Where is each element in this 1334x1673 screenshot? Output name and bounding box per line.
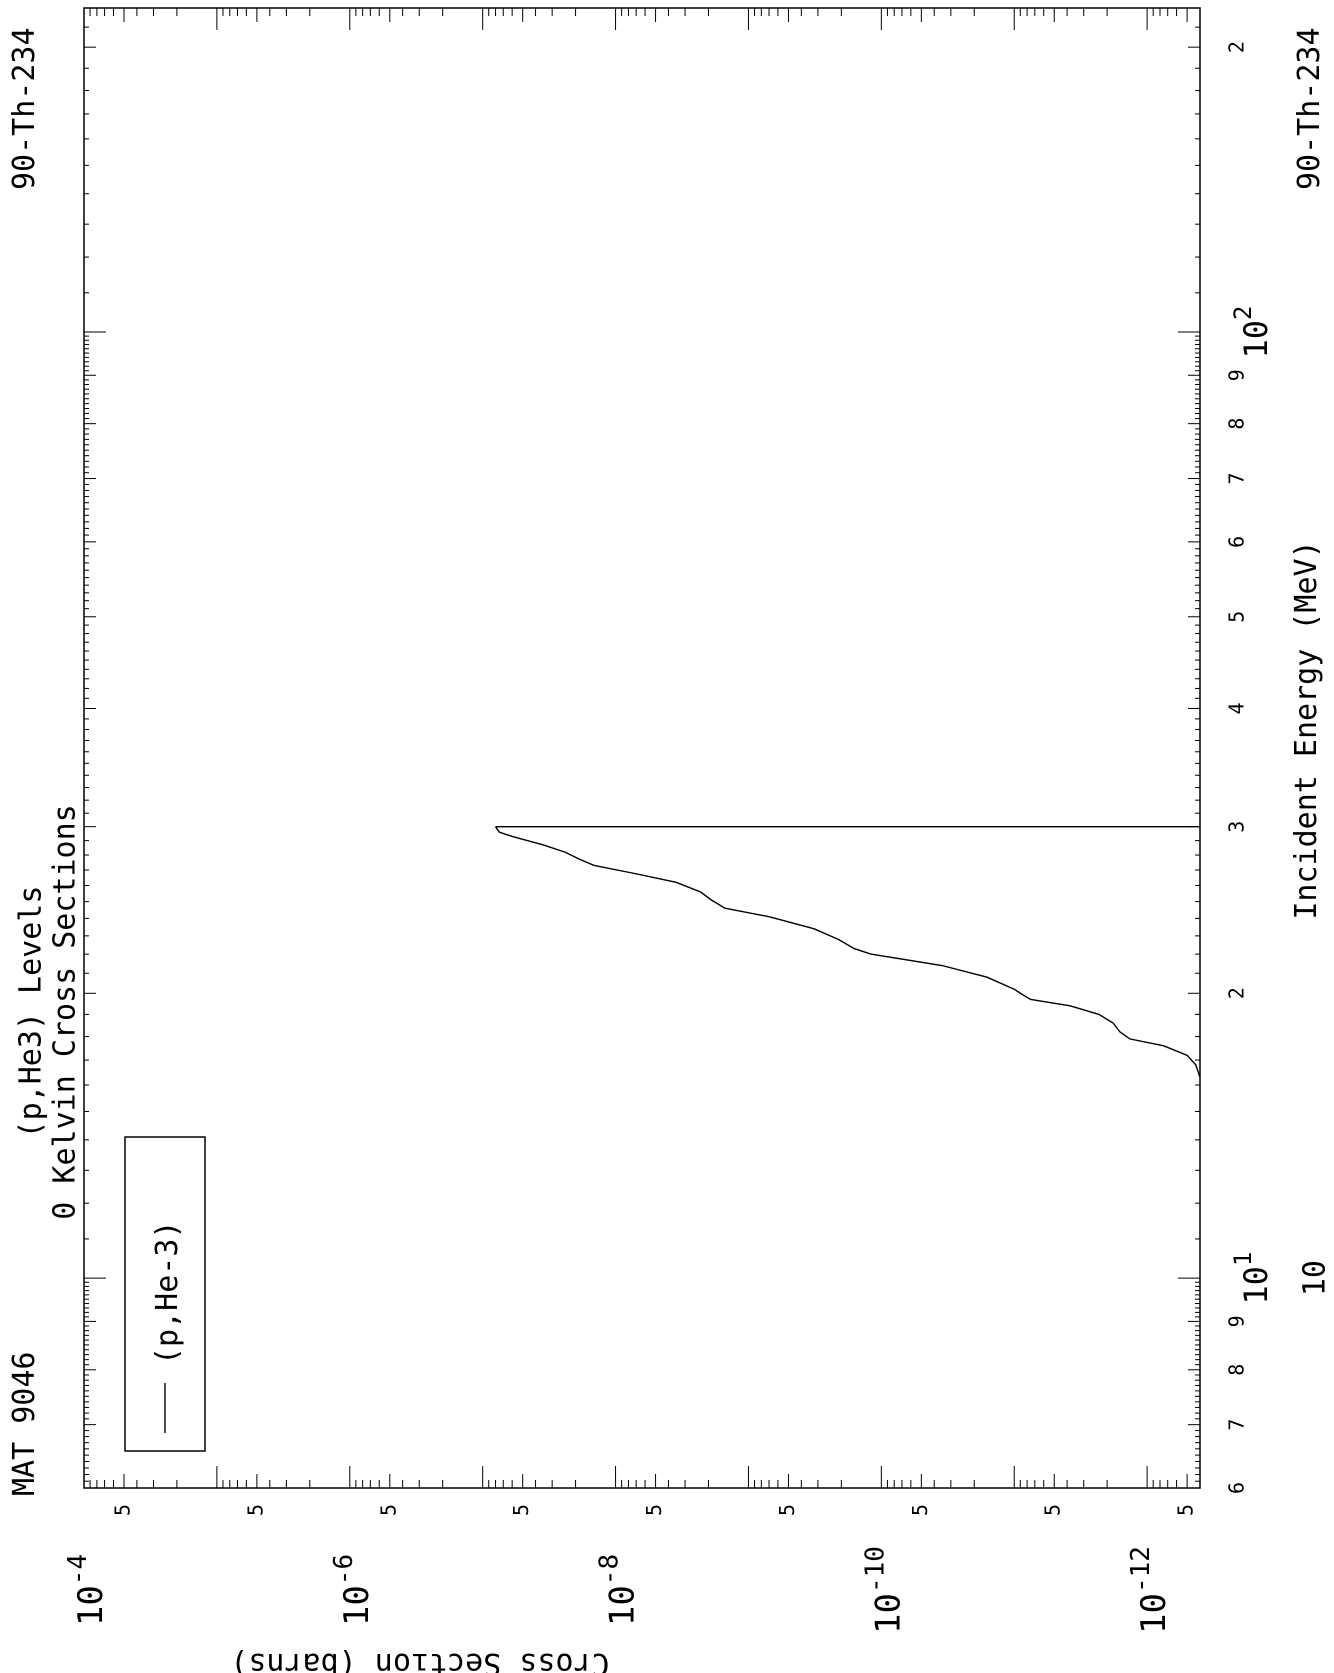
legend-entry-label: (p,He-3) xyxy=(150,1221,185,1366)
y-decade-exponent: -12 xyxy=(1126,1546,1156,1593)
x-axis-label: Incident Energy (MeV) xyxy=(1289,540,1324,919)
x-decade-base: 10 xyxy=(1237,1266,1275,1305)
y-tick-label: 5 xyxy=(243,1504,267,1516)
x-tick-label: 5 xyxy=(1225,611,1249,623)
nuclide-label-top: 90-Th-234 xyxy=(7,27,42,190)
y-decade-label: 10-10 xyxy=(860,1546,908,1634)
x-tick-label: 7 xyxy=(1225,1419,1249,1431)
x-decade-exponent: 1 xyxy=(1229,1252,1257,1266)
y-decade-exponent: -10 xyxy=(860,1546,890,1593)
legend-box xyxy=(124,1136,206,1452)
y-tick-label: 5 xyxy=(376,1504,400,1516)
x-tick-label: 9 xyxy=(1225,369,1249,381)
x-tick-label: 7 xyxy=(1225,473,1249,485)
y-tick-label: 5 xyxy=(775,1504,799,1516)
y-tick-label: 5 xyxy=(1174,1504,1198,1516)
nuclide-label-bottom: 90-Th-234 xyxy=(1292,27,1327,190)
x-decade-label: 101 xyxy=(1229,1252,1275,1305)
x-tick-label: 8 xyxy=(1225,1364,1249,1376)
legend: (p,He-3) xyxy=(124,1136,206,1452)
y-decade-base: 10 xyxy=(71,1585,111,1626)
x-tick-label: 2 xyxy=(1225,987,1249,999)
x-tick-label: 6 xyxy=(1225,536,1249,548)
x-tick-label: 8 xyxy=(1225,418,1249,430)
x-tick-label: 9 xyxy=(1225,1315,1249,1327)
y-decade-label: 10-8 xyxy=(594,1554,642,1626)
y-decade-base: 10 xyxy=(868,1593,908,1634)
x-tick-label: 3 xyxy=(1225,821,1249,833)
x-tick-label: 4 xyxy=(1225,702,1249,714)
y-axis-label: Cross Section (barns) xyxy=(230,1646,609,1673)
title-line-1: (p,He3) Levels xyxy=(14,886,49,1139)
y-tick-label: 5 xyxy=(509,1504,533,1516)
y-decade-exponent: -4 xyxy=(63,1554,93,1585)
title-line-2: 0 Kelvin Cross Sections xyxy=(48,804,83,1219)
y-decade-label: 10-6 xyxy=(328,1554,376,1626)
material-label: MAT 9046 xyxy=(7,1352,42,1497)
series-p-he3-line xyxy=(494,826,1201,1078)
y-decade-exponent: -8 xyxy=(594,1554,624,1585)
y-tick-label: 5 xyxy=(1041,1504,1065,1516)
x-tick-label: 10 xyxy=(1298,1260,1333,1296)
y-decade-base: 10 xyxy=(602,1585,642,1626)
y-decade-base: 10 xyxy=(336,1585,376,1626)
x-tick-label: 2 xyxy=(1225,41,1249,53)
plot-frame-group xyxy=(83,7,1201,1489)
y-decade-label: 10-12 xyxy=(1126,1546,1174,1634)
y-decade-label: 10-4 xyxy=(63,1554,111,1626)
y-tick-label: 5 xyxy=(908,1504,932,1516)
plot-frame xyxy=(83,7,1201,1489)
axis-ticks xyxy=(83,7,1201,1489)
x-decade-exponent: 2 xyxy=(1229,305,1257,319)
x-decade-base: 10 xyxy=(1237,320,1275,359)
y-decade-base: 10 xyxy=(1134,1593,1174,1634)
x-decade-label: 102 xyxy=(1229,305,1275,358)
x-tick-label: 6 xyxy=(1225,1482,1249,1494)
y-tick-label: 5 xyxy=(642,1504,666,1516)
y-tick-label: 5 xyxy=(111,1504,135,1516)
y-decade-exponent: -6 xyxy=(328,1554,358,1585)
